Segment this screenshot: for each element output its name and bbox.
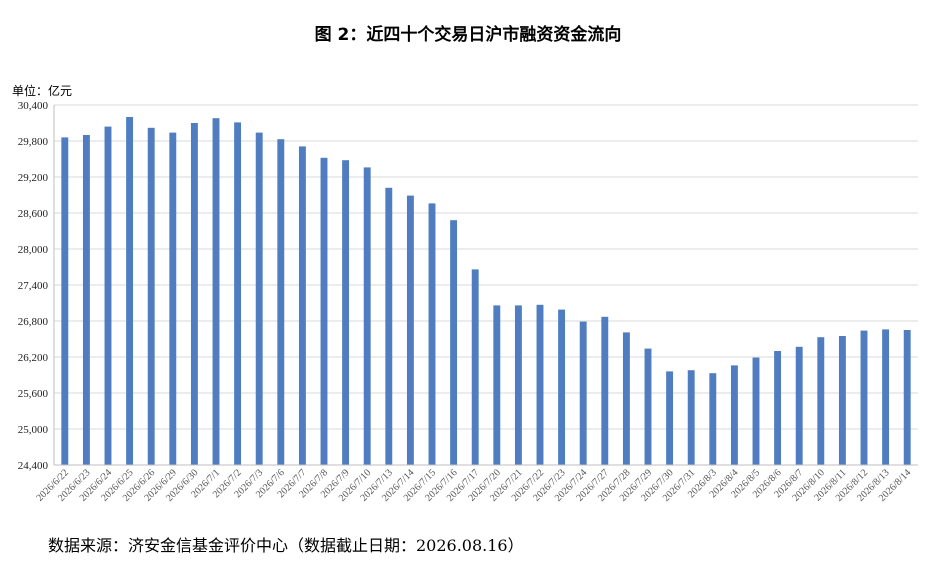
bar bbox=[601, 316, 609, 465]
bar bbox=[687, 370, 695, 465]
bar bbox=[450, 220, 458, 465]
y-tick-label: 27,400 bbox=[18, 280, 49, 292]
y-tick-labels: 24,400 25,000 25,600 26,200 26,800 27,400 28,0… bbox=[18, 100, 49, 472]
y-tick-label: 24,400 bbox=[18, 460, 49, 472]
unit-label: 单位：亿元 bbox=[12, 84, 73, 98]
y-tick-label: 25,000 bbox=[18, 424, 49, 436]
bar bbox=[536, 304, 544, 465]
source-note: 数据来源：济安金信基金评价中心（数据截止日期：2026.08.16） bbox=[48, 536, 524, 555]
bar bbox=[234, 122, 242, 466]
bar bbox=[126, 117, 134, 465]
bar bbox=[514, 305, 522, 465]
bar bbox=[255, 132, 263, 465]
y-tick-label: 28,000 bbox=[18, 244, 49, 256]
bar bbox=[61, 137, 69, 465]
bar bbox=[752, 357, 760, 465]
bar bbox=[428, 203, 436, 465]
bar bbox=[622, 332, 630, 465]
bars bbox=[61, 117, 911, 466]
bar bbox=[817, 337, 825, 465]
bar bbox=[838, 336, 846, 465]
y-tick-label: 29,800 bbox=[18, 136, 49, 148]
bar-chart: 24,400 25,000 25,600 26,200 26,800 27,400 28,0… bbox=[18, 100, 918, 504]
y-tick-label: 29,200 bbox=[18, 172, 49, 184]
bar bbox=[277, 139, 285, 465]
bar bbox=[709, 373, 717, 465]
bar bbox=[903, 330, 911, 465]
y-tick-label: 26,200 bbox=[18, 352, 49, 364]
bar bbox=[320, 157, 328, 466]
y-tick-label: 30,400 bbox=[18, 100, 49, 112]
y-tick-label: 28,600 bbox=[18, 208, 49, 220]
bar bbox=[406, 195, 414, 465]
bar bbox=[795, 346, 803, 465]
bar bbox=[363, 167, 371, 465]
bar bbox=[493, 305, 501, 465]
axes bbox=[53, 105, 918, 466]
bar bbox=[644, 348, 652, 465]
bar bbox=[342, 160, 350, 465]
x-tick-labels: 2026/6/222026/6/232026/6/242026/6/252026… bbox=[34, 467, 913, 503]
y-tick-label: 26,800 bbox=[18, 316, 49, 328]
bar bbox=[730, 365, 738, 465]
bar bbox=[82, 135, 90, 465]
bar bbox=[169, 132, 177, 465]
y-tick-label: 25,600 bbox=[18, 388, 49, 400]
bar bbox=[471, 269, 479, 465]
bar bbox=[385, 187, 393, 466]
bar bbox=[774, 351, 782, 465]
bar bbox=[298, 146, 306, 465]
bar bbox=[558, 309, 566, 465]
bar bbox=[882, 329, 890, 465]
bar bbox=[860, 330, 868, 465]
bar bbox=[104, 126, 112, 465]
gridlines bbox=[54, 104, 918, 430]
bar bbox=[212, 118, 220, 465]
chart-title: 图 2：近四十个交易日沪市融资资金流向 bbox=[314, 25, 622, 45]
bar bbox=[666, 371, 674, 465]
bar bbox=[147, 127, 155, 466]
bar bbox=[190, 123, 198, 465]
bar bbox=[579, 321, 587, 465]
